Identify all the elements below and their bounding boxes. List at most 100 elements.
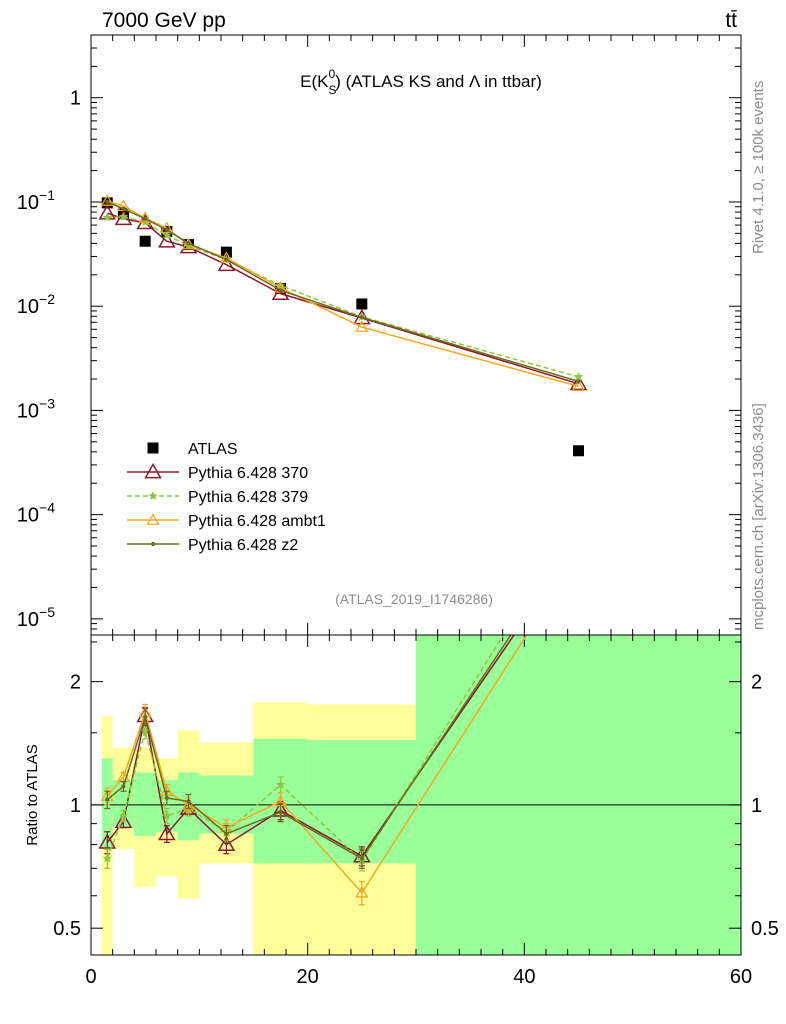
chart-title-sub: S xyxy=(329,83,337,97)
mcplots-label: mcplots.cern.ch [arXiv:1306.3436] xyxy=(750,403,767,630)
ratio-point-p379 xyxy=(275,779,286,789)
main-point-ambt1 xyxy=(571,379,586,392)
main-ytick-base: 10 xyxy=(17,296,39,318)
ratio-point-ambt1 xyxy=(355,886,369,898)
ratio-point-p379 xyxy=(102,853,113,863)
ratio-ylabel: Ratio to ATLAS xyxy=(24,744,41,845)
main-ytick-label: 10−2 xyxy=(17,291,55,318)
ratio-point-p370 xyxy=(114,812,133,829)
main-point-data xyxy=(573,445,584,457)
process-label: tt̄ xyxy=(725,9,737,32)
legend-label-data: ATLAS xyxy=(188,441,238,458)
analysis-label: (ATLAS_2019_I1746286) xyxy=(335,591,493,607)
main-panel: E(KS 0) (ATLAS KS and Λ in ttbar) (ATLAS_… xyxy=(17,34,742,636)
ratio-point-z2 xyxy=(278,810,283,815)
main-ytick-label: 10−5 xyxy=(17,604,55,631)
legend-marker-z2 xyxy=(151,542,155,546)
ratio-ytick-label-right: 1 xyxy=(751,795,762,817)
main-point-z2 xyxy=(164,227,169,232)
main-ytick-base: 10 xyxy=(17,505,39,527)
ratio-band-inner xyxy=(416,635,741,955)
main-point-z2 xyxy=(278,288,283,293)
ratio-point-p370 xyxy=(98,833,117,849)
main-ytick-label: 10−3 xyxy=(17,395,55,422)
main-point-z2 xyxy=(143,216,148,221)
main-ytick-base: 10 xyxy=(17,400,39,422)
ratio-ytick-label-right: 0.5 xyxy=(751,918,779,940)
main-point-p379 xyxy=(162,230,172,240)
ratio-ytick-label-left: 2 xyxy=(70,672,81,694)
main-line-p379 xyxy=(107,216,579,378)
main-series-p379 xyxy=(102,211,584,381)
main-point-z2 xyxy=(359,315,364,320)
main-point-ambt1 xyxy=(355,320,369,332)
ratio-point-z2 xyxy=(105,797,110,802)
main-point-p379 xyxy=(118,211,129,221)
main-ytick-label: 1 xyxy=(70,88,81,110)
rivet-label: Rivet 4.1.0, ≥ 100k events xyxy=(750,81,767,254)
main-point-p370 xyxy=(353,309,371,325)
ratio-ytick-label-right: 2 xyxy=(751,672,762,694)
ratio-panel: 0.5 0.51 12 20 20 40 60 Ratio to ATLAS xyxy=(24,634,779,988)
main-ytick-exponent: −2 xyxy=(39,291,55,307)
main-point-z2 xyxy=(186,241,191,246)
chart-title-sup: 0 xyxy=(329,67,336,81)
legend-label-ambt1: Pythia 6.428 ambt1 xyxy=(188,513,326,530)
ratio-xtick-label: 60 xyxy=(730,966,752,988)
main-point-z2 xyxy=(576,379,581,384)
main-ytick-base: 10 xyxy=(17,609,39,631)
legend-marker-p370 xyxy=(144,462,162,479)
ratio-point-z2 xyxy=(143,714,148,719)
legend-item-p379: Pythia 6.428 379 xyxy=(127,489,308,506)
ratio-point-p379 xyxy=(140,725,150,735)
ratio-band-inner xyxy=(156,780,178,832)
chart-title-rest: ) (ATLAS KS and Λ in ttbar) xyxy=(335,72,542,91)
ratio-point-z2 xyxy=(359,856,364,861)
legend: ATLAS Pythia 6.428 370 Pythia 6.428 379 Pyt… xyxy=(127,441,326,554)
main-ytick-base: 1 xyxy=(70,88,81,110)
legend-item-z2: Pythia 6.428 z2 xyxy=(127,537,298,554)
main-point-p370 xyxy=(217,255,236,272)
ratio-band-inner xyxy=(307,740,416,864)
main-point-p370 xyxy=(271,284,290,300)
legend-marker-data xyxy=(147,442,159,454)
main-point-ambt1 xyxy=(100,194,114,206)
main-line-ambt1 xyxy=(107,200,579,388)
legend-label-z2: Pythia 6.428 z2 xyxy=(188,537,298,554)
energy-label: 7000 GeV pp xyxy=(102,9,226,32)
main-line-z2 xyxy=(106,201,579,383)
ratio-point-p379 xyxy=(118,810,129,820)
main-point-z2 xyxy=(224,257,229,262)
main-point-p379 xyxy=(573,371,584,381)
chart-title-main: E(K xyxy=(300,72,329,91)
ratio-xtick-label: 40 xyxy=(513,966,535,988)
chart-title: E(KS 0) (ATLAS KS and Λ in ttbar) xyxy=(300,67,542,97)
main-point-data xyxy=(356,298,368,310)
ratio-point-p370 xyxy=(158,824,176,841)
legend-label-p379: Pythia 6.428 379 xyxy=(188,489,308,506)
ratio-point-z2 xyxy=(121,784,126,789)
legend-marker-p379 xyxy=(148,491,158,501)
main-ytick-label: 10−1 xyxy=(17,187,55,214)
main-point-z2 xyxy=(121,206,126,211)
main-ytick-exponent: −1 xyxy=(39,187,55,203)
ratio-xtick-label: 20 xyxy=(297,966,319,988)
legend-item-data: ATLAS xyxy=(147,441,238,458)
ratio-point-z2 xyxy=(224,831,229,836)
main-point-data xyxy=(139,235,151,247)
ratio-point-z2 xyxy=(186,799,191,804)
main-point-p379 xyxy=(275,280,286,290)
main-point-ambt1 xyxy=(219,251,234,263)
ratio-point-p379 xyxy=(162,810,172,820)
ratio-xtick-label: 0 xyxy=(85,966,96,988)
legend-item-p370: Pythia 6.428 370 xyxy=(127,462,308,482)
main-point-p370 xyxy=(158,232,176,248)
main-ytick-label: 10−4 xyxy=(17,500,55,527)
main-series-z2 xyxy=(105,199,581,384)
main-ytick-exponent: −5 xyxy=(39,604,55,620)
legend-label-p370: Pythia 6.428 370 xyxy=(188,465,308,482)
ratio-ytick-label-left: 0.5 xyxy=(53,918,81,940)
main-ytick-exponent: −3 xyxy=(39,395,55,411)
ratio-point-p370 xyxy=(217,835,236,851)
